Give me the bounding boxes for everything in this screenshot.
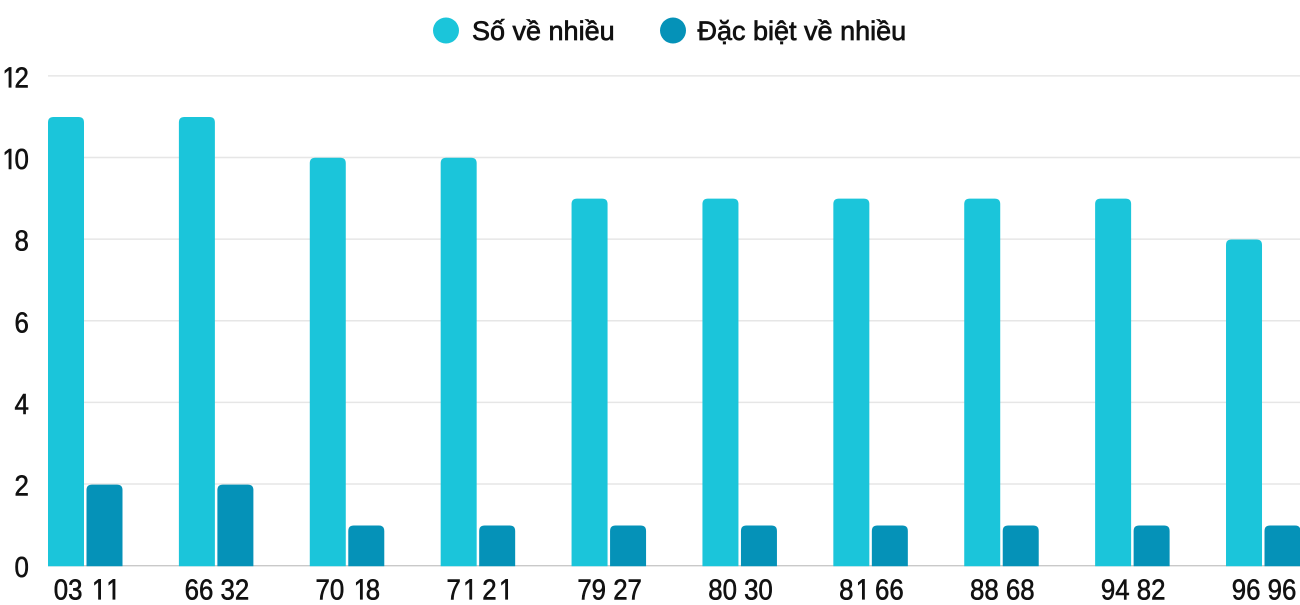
svg-text:7: 7 (446, 573, 460, 600)
svg-text:0: 0 (330, 573, 344, 600)
svg-text:7: 7 (577, 573, 591, 600)
svg-text:6: 6 (1282, 573, 1296, 600)
svg-text:4: 4 (14, 388, 28, 421)
svg-text:2: 2 (613, 573, 627, 600)
svg-text:6: 6 (875, 573, 889, 600)
svg-text:Đặc biệt về nhiều: Đặc biệt về nhiều (698, 16, 907, 46)
svg-text:2: 2 (482, 573, 496, 600)
svg-text:8: 8 (1137, 573, 1151, 600)
svg-text:7: 7 (628, 573, 642, 600)
svg-text:8: 8 (970, 573, 984, 600)
svg-text:9: 9 (592, 573, 606, 600)
svg-text:8: 8 (14, 224, 28, 257)
svg-text:3: 3 (221, 573, 235, 600)
svg-text:2: 2 (14, 61, 28, 94)
svg-text:6: 6 (185, 573, 199, 600)
svg-text:2: 2 (14, 469, 28, 502)
svg-text:Số về nhiều: Số về nhiều (472, 16, 615, 46)
svg-text:3: 3 (68, 573, 82, 600)
svg-text:8: 8 (708, 573, 722, 600)
svg-text:0: 0 (758, 573, 772, 600)
svg-text:8: 8 (839, 573, 853, 600)
svg-text:6: 6 (1006, 573, 1020, 600)
svg-text:6: 6 (14, 306, 28, 339)
svg-text:2: 2 (1151, 573, 1165, 600)
svg-text:0: 0 (54, 573, 68, 600)
svg-text:8: 8 (1020, 573, 1034, 600)
svg-text:9: 9 (1232, 573, 1246, 600)
svg-text:7: 7 (316, 573, 330, 600)
svg-text:6: 6 (199, 573, 213, 600)
svg-text:4: 4 (1115, 573, 1129, 600)
svg-text:8: 8 (984, 573, 998, 600)
svg-text:8: 8 (366, 573, 380, 600)
svg-text:2: 2 (235, 573, 249, 600)
svg-text:6: 6 (1246, 573, 1260, 600)
svg-text:9: 9 (1101, 573, 1115, 600)
svg-text:0: 0 (723, 573, 737, 600)
svg-text:0: 0 (14, 143, 28, 176)
svg-text:0: 0 (14, 551, 28, 584)
svg-text:3: 3 (744, 573, 758, 600)
svg-text:9: 9 (1268, 573, 1282, 600)
svg-text:6: 6 (889, 573, 903, 600)
